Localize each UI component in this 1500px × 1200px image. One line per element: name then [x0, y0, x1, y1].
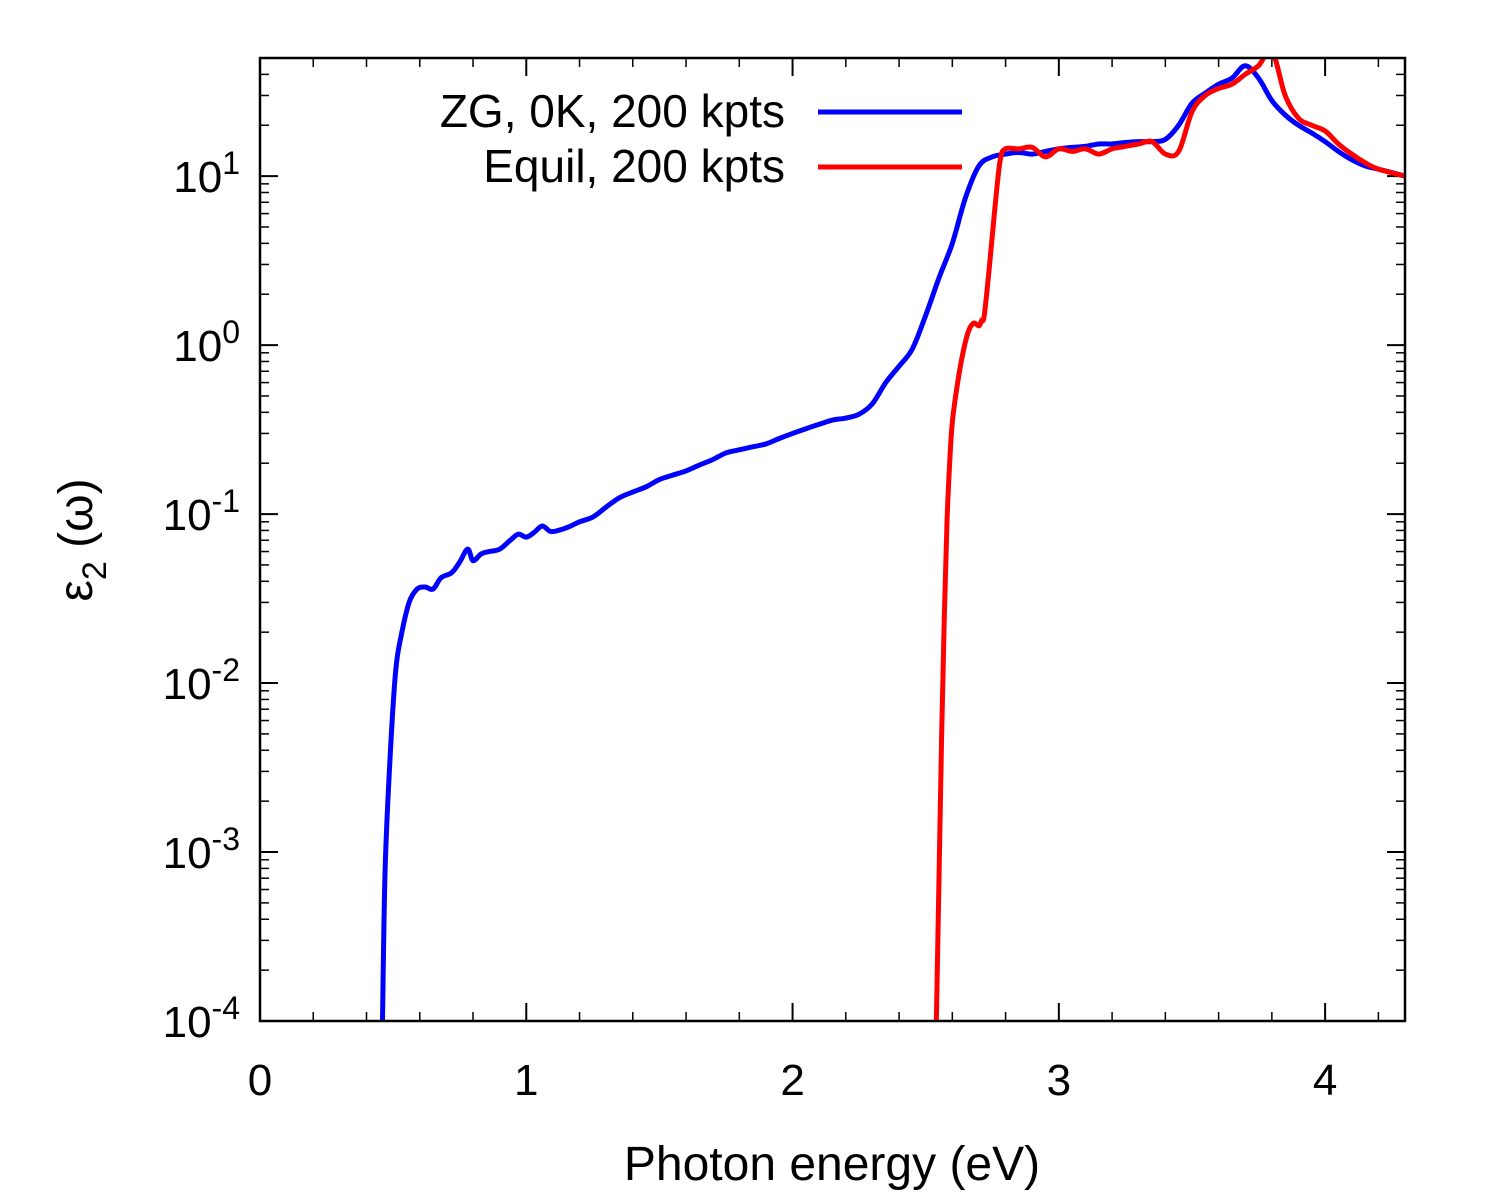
y-tick-label-exponent: 1 [222, 145, 240, 181]
y-tick-label-exponent: -3 [212, 821, 240, 857]
x-tick-label: 0 [248, 1056, 272, 1105]
y-tick-label: 10-3 [163, 821, 240, 878]
y-tick-label-exponent: -2 [212, 652, 240, 688]
y-tick-label: 101 [173, 145, 240, 202]
legend-label-1: Equil, 200 kpts [483, 140, 785, 192]
x-tick-label: 3 [1047, 1056, 1071, 1105]
plot-frame [258, 56, 1407, 1023]
series-line-0 [379, 63, 1405, 1021]
x-tick-label: 4 [1313, 1056, 1337, 1105]
y-tick-label-base: 10 [173, 153, 222, 202]
x-tick-label: 2 [780, 1056, 804, 1105]
series-layer [379, 58, 1405, 1021]
y-tick-label: 100 [173, 314, 240, 371]
series-line-1 [933, 58, 1405, 1021]
x-axis-label: Photon energy (eV) [624, 1138, 1040, 1191]
x-tick-label: 1 [514, 1056, 538, 1105]
y-tick-label-base: 10 [173, 322, 222, 371]
y-tick-label-base: 10 [163, 829, 212, 878]
legend-label-0: ZG, 0K, 200 kpts [440, 85, 785, 137]
y-tick-label-exponent: -4 [212, 990, 240, 1026]
y-axis-label-subscript: 2 [76, 561, 114, 580]
y-tick-label: 10-1 [163, 483, 240, 540]
y-axis-label: ε2 (ω) [50, 478, 114, 601]
y-axis-label-symbol: ε [50, 580, 103, 601]
y-tick-label-exponent: -1 [212, 483, 240, 519]
y-axis-label-suffix: (ω) [50, 478, 103, 561]
y-tick-label-base: 10 [163, 491, 212, 540]
y-tick-label-base: 10 [163, 998, 212, 1047]
y-tick-label-base: 10 [163, 660, 212, 709]
y-tick-label: 10-2 [163, 652, 240, 709]
y-tick-label-exponent: 0 [222, 314, 240, 350]
y-tick-label: 10-4 [163, 990, 240, 1047]
